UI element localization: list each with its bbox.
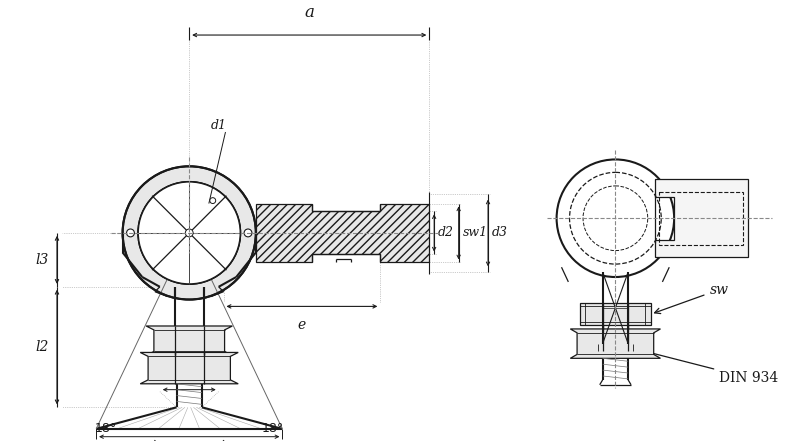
Circle shape	[186, 229, 193, 237]
Text: DIN 934: DIN 934	[642, 349, 778, 385]
Circle shape	[210, 198, 216, 203]
Text: d1: d1	[210, 118, 226, 132]
Text: sw: sw	[654, 283, 729, 313]
Text: a: a	[304, 4, 314, 21]
PathPatch shape	[122, 166, 256, 300]
Text: l2: l2	[36, 340, 49, 354]
Polygon shape	[256, 203, 430, 262]
Bar	[580, 304, 650, 325]
Circle shape	[126, 229, 134, 237]
Polygon shape	[146, 326, 232, 355]
Circle shape	[138, 182, 240, 284]
Text: 18°: 18°	[262, 423, 284, 435]
Polygon shape	[140, 352, 238, 384]
Polygon shape	[570, 329, 661, 358]
Text: d2: d2	[438, 226, 454, 240]
Bar	[592, 343, 639, 351]
Text: l3: l3	[36, 253, 49, 267]
Circle shape	[138, 182, 240, 284]
Bar	[659, 192, 742, 245]
Polygon shape	[654, 179, 748, 257]
Text: d3: d3	[492, 226, 508, 240]
Text: d2: d2	[182, 365, 198, 378]
Circle shape	[244, 229, 252, 237]
Text: 18°: 18°	[95, 423, 117, 435]
Text: e: e	[298, 318, 306, 332]
Text: sw1: sw1	[462, 226, 488, 240]
Circle shape	[557, 160, 674, 277]
Circle shape	[122, 166, 256, 300]
